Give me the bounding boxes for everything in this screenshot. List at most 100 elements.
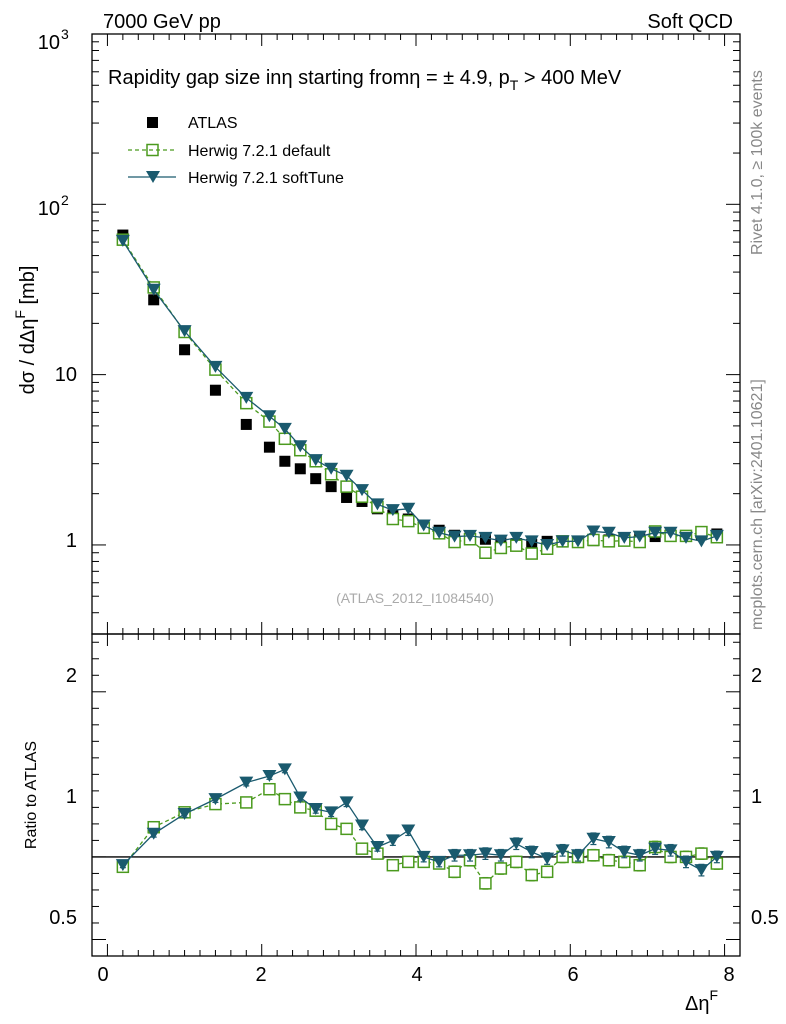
ratio-point-herwig-7-2-1-softtune [571, 849, 585, 862]
ratio-point-herwig-7-2-1-softtune [355, 819, 369, 832]
ratio-tick-label-right-05: 0.5 [751, 907, 779, 929]
data-point-herwig-7-2-1-softtune [293, 440, 308, 453]
y-tick-100-base: 10 [38, 198, 60, 220]
ratio-point-herwig-7-2-1-softtune [370, 841, 385, 854]
data-point-herwig-7-2-1-softtune [463, 529, 477, 542]
ratio-point-herwig-7-2-1-softtune [632, 849, 647, 862]
ratio-point-herwig-7-2-1-default [510, 855, 523, 869]
title-eta-1: η [281, 67, 292, 89]
ratio-point-herwig-7-2-1-softtune [339, 796, 354, 809]
x-tick-label-8: 8 [723, 964, 734, 986]
ratio-point-herwig-7-2-1-softtune [447, 849, 462, 862]
data-point-herwig-7-2-1-softtune [208, 360, 223, 373]
legend: ATLAS Herwig 7.2.1 default Herwig 7.2.1 … [128, 115, 344, 187]
title-mid: starting from [293, 67, 410, 89]
ratio-point-herwig-7-2-1-softtune [694, 864, 709, 877]
data-point-herwig-7-2-1-default [278, 432, 292, 446]
data-point-herwig-7-2-1-softtune [416, 519, 431, 532]
ratio-panel-frame [91, 633, 741, 957]
y-tick-label-10: 10 [55, 364, 77, 386]
data-point-herwig-7-2-1-softtune [493, 534, 508, 547]
data-point-herwig-7-2-1-softtune [339, 469, 354, 482]
ratio-point-herwig-7-2-1-default [448, 865, 461, 879]
y-axis-title-sup: F [12, 310, 28, 319]
data-point-herwig-7-2-1-softtune [663, 526, 678, 539]
data-point-herwig-7-2-1-softtune [370, 498, 385, 511]
ratio-point-herwig-7-2-1-softtune [293, 791, 308, 804]
ratio-point-herwig-7-2-1-default [386, 858, 400, 872]
x-tick-label-6: 6 [567, 964, 578, 986]
data-point-herwig-7-2-1-softtune [524, 535, 539, 548]
data-point-herwig-7-2-1-softtune [277, 422, 292, 435]
ratio-point-herwig-7-2-1-softtune [555, 844, 570, 857]
ratio-point-herwig-7-2-1-default [278, 792, 292, 806]
ratio-point-herwig-7-2-1-softtune [115, 859, 130, 872]
ratio-point-herwig-7-2-1-softtune [401, 824, 416, 837]
ratio-point-herwig-7-2-1-softtune [277, 763, 292, 776]
x-tick-label-0: 0 [97, 964, 108, 986]
data-point-atlas [310, 473, 322, 485]
ratio-point-herwig-7-2-1-softtune [709, 850, 724, 863]
data-point-herwig-7-2-1-softtune [177, 325, 192, 338]
rivet-label: Rivet 4.1.0, ≥ 100k events [749, 70, 766, 255]
data-point-atlas [279, 455, 291, 467]
title-cond: = ± 4.9, p [420, 67, 509, 89]
data-point-herwig-7-2-1-softtune [447, 530, 462, 543]
y-axis-title-unit: [mb] [17, 266, 39, 310]
ratio-point-herwig-7-2-1-default [240, 796, 253, 809]
ratio-point-herwig-7-2-1-softtune [601, 836, 616, 849]
chart-title: Rapidity gap size inη starting fromη = ±… [108, 67, 622, 93]
data-point-herwig-7-2-1-softtune [571, 535, 585, 548]
ratio-point-herwig-7-2-1-default [263, 782, 276, 796]
axis-ticks [92, 33, 740, 957]
legend-label-atlas: ATLAS [188, 115, 238, 132]
ratio-point-herwig-7-2-1-softtune [493, 849, 508, 862]
ratio-point-herwig-7-2-1-default [540, 865, 554, 879]
legend-marker-atlas [147, 117, 158, 128]
data-point-herwig-7-2-1-softtune [694, 535, 709, 548]
ratio-point-herwig-7-2-1-softtune [416, 850, 431, 863]
data-point-herwig-7-2-1-softtune [679, 531, 693, 544]
ratio-point-herwig-7-2-1-default [294, 801, 307, 814]
y-tick-label-100: 10 [38, 198, 60, 220]
data-point-herwig-7-2-1-softtune [432, 526, 447, 539]
ratio-point-herwig-7-2-1-softtune [146, 827, 161, 840]
data-point-herwig-7-2-1-softtune [239, 391, 254, 404]
data-point-herwig-7-2-1-softtune [601, 526, 616, 539]
ratio-point-herwig-7-2-1-softtune [308, 803, 323, 816]
x-axis-title-main: Δη [685, 993, 709, 1015]
ratio-axis-title: Ratio to ATLAS [23, 741, 40, 849]
ratio-point-herwig-7-2-1-default [494, 862, 508, 875]
ratio-tick-label-left-05: 0.5 [49, 907, 77, 929]
ratio-point-herwig-7-2-1-softtune [262, 770, 277, 783]
ratio-tick-label-right-2: 2 [751, 665, 762, 687]
ratio-point-herwig-7-2-1-softtune [679, 855, 693, 868]
data-point-herwig-7-2-1-softtune [555, 535, 570, 548]
ratio-tick-label-left-1: 1 [66, 786, 77, 808]
title-eta-2: η [409, 67, 420, 89]
title-main: Rapidity gap size in [108, 67, 281, 89]
category-label: Soft QCD [647, 11, 733, 33]
ratio-point-herwig-7-2-1-softtune [177, 807, 192, 820]
data-point-herwig-7-2-1-softtune [262, 410, 277, 423]
y-tick-label-1000-exp: 3 [61, 26, 69, 42]
data-point-herwig-7-2-1-softtune [478, 531, 493, 544]
data-point-herwig-7-2-1-softtune [146, 283, 161, 296]
legend-label-default: Herwig 7.2.1 default [188, 143, 331, 160]
ratio-point-herwig-7-2-1-default [479, 877, 492, 890]
data-point-herwig-7-2-1-softtune [709, 529, 724, 542]
data-point-atlas [209, 384, 221, 396]
x-tick-label-2: 2 [255, 964, 266, 986]
data-point-herwig-7-2-1-softtune [401, 502, 416, 515]
title-sub: T [510, 77, 519, 93]
ratio-point-herwig-7-2-1-softtune [617, 845, 632, 858]
main-series-layer [115, 229, 724, 560]
mcplots-label: mcplots.cern.ch [arXiv:2401.10621] [749, 379, 766, 630]
data-point-atlas [294, 463, 306, 475]
y-axis-title-main: dσ / dΔη [17, 319, 39, 395]
data-point-atlas [263, 441, 275, 453]
y-tick-label-1000: 10 [38, 32, 60, 54]
data-point-atlas [148, 294, 160, 306]
ratio-point-herwig-7-2-1-softtune [463, 849, 477, 862]
